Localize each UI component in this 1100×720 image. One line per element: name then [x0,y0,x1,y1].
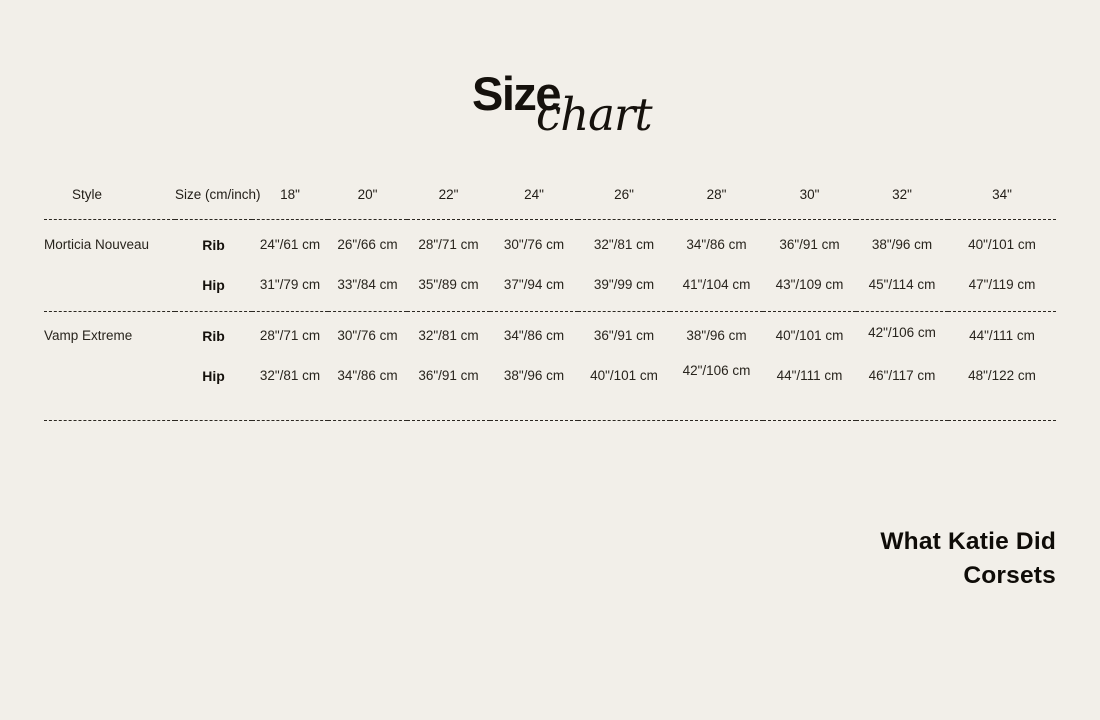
title-size-word: Size [472,67,562,120]
measurement-cell: 24"/61 cm [259,237,321,252]
measurement-cell: 40"/101 cm [775,328,844,343]
page-title: Size chart [0,0,1100,160]
measurement-cell: 48"/122 cm [968,368,1036,383]
measurement-cell: 30"/76 cm [503,237,565,252]
measurement-cell: 47"/119 cm [968,277,1036,292]
style-name-empty [44,354,175,421]
header-size-18: 18" [280,187,300,202]
measurement-cell: 36"/91 cm [593,328,655,343]
measurement-cell: 32"/81 cm [593,237,655,252]
measurement-cell: 46"/117 cm [868,368,936,383]
measurement-cell: 39"/99 cm [593,277,655,292]
measurement-label: Rib [202,237,225,253]
table-row: Hip 32"/81 cm 34"/86 cm 36"/91 cm 38"/96… [44,354,1056,421]
size-chart-table: Style Size (cm/inch) 18" 20" 22" 24" 26"… [44,178,1056,421]
header-size-26: 26" [614,187,634,202]
measurement-cell: 37"/94 cm [503,277,565,292]
title-chart-word: chart [536,88,653,141]
measurement-cell: 40"/101 cm [968,237,1036,252]
table-row: Vamp Extreme Rib 28"/71 cm 30"/76 cm 32"… [44,312,1056,355]
measurement-cell: 38"/96 cm [871,237,933,252]
measurement-cell: 36"/91 cm [418,368,479,383]
header-size-30: 30" [799,187,820,202]
style-group-vamp-extreme: Vamp Extreme Rib 28"/71 cm 30"/76 cm 32"… [44,312,1056,421]
measurement-cell: 28"/71 cm [418,237,479,252]
measurement-cell: 44"/111 cm [969,328,1035,343]
measurement-cell: 36"/91 cm [779,237,840,252]
table-row: Morticia Nouveau Rib 24"/61 cm 26"/66 cm… [44,220,1056,264]
style-group-morticia-nouveau: Morticia Nouveau Rib 24"/61 cm 26"/66 cm… [44,220,1056,312]
measurement-cell: 44"/111 cm [776,368,843,383]
header-size-28: 28" [706,187,727,202]
measurement-cell: 45"/114 cm [868,277,936,292]
brand-product: Corsets [963,561,1056,589]
measurement-cell: 30"/76 cm [337,328,398,343]
measurement-cell: 35"/89 cm [418,277,479,292]
header-size-34: 34" [992,187,1012,202]
measurement-cell: 28"/71 cm [259,328,321,343]
measurement-cell: 32"/81 cm [418,328,479,343]
measurement-cell: 38"/96 cm [503,368,565,383]
measurement-cell: 34"/86 cm [337,368,398,383]
brand-mark: What Katie Did Corsets [880,525,1056,592]
header-size-20: 20" [357,187,378,202]
header-size-24: 24" [524,187,544,202]
header-style: Style [72,187,103,202]
style-name: Vamp Extreme [44,328,133,343]
measurement-cell: 31"/79 cm [259,277,321,292]
measurement-cell: 33"/84 cm [337,277,398,292]
measurement-label: Rib [202,328,225,344]
style-name: Morticia Nouveau [44,237,150,252]
measurement-cell: 42"/106 cm [868,325,936,340]
measurement-cell: 32"/81 cm [259,368,321,383]
brand-name: What Katie Did [880,528,1056,555]
measurement-cell: 26"/66 cm [337,237,398,252]
measurement-cell: 34"/86 cm [686,237,747,252]
measurement-cell: 42"/106 cm [682,363,751,378]
measurement-cell: 40"/101 cm [590,368,658,383]
measurement-cell: 38"/96 cm [686,328,747,343]
header-size-unit: Size (cm/inch) [175,187,261,202]
style-name-empty [44,263,175,312]
measurement-label: Hip [202,368,225,384]
table-row: Hip 31"/79 cm 33"/84 cm 35"/89 cm 37"/94… [44,263,1056,312]
measurement-label: Hip [202,277,225,293]
header-size-32: 32" [892,187,912,202]
measurement-cell: 41"/104 cm [682,277,751,292]
measurement-cell: 34"/86 cm [503,328,565,343]
header-size-22: 22" [438,187,459,202]
table-header-row: Style Size (cm/inch) 18" 20" 22" 24" 26"… [44,178,1056,220]
measurement-cell: 43"/109 cm [775,277,844,292]
